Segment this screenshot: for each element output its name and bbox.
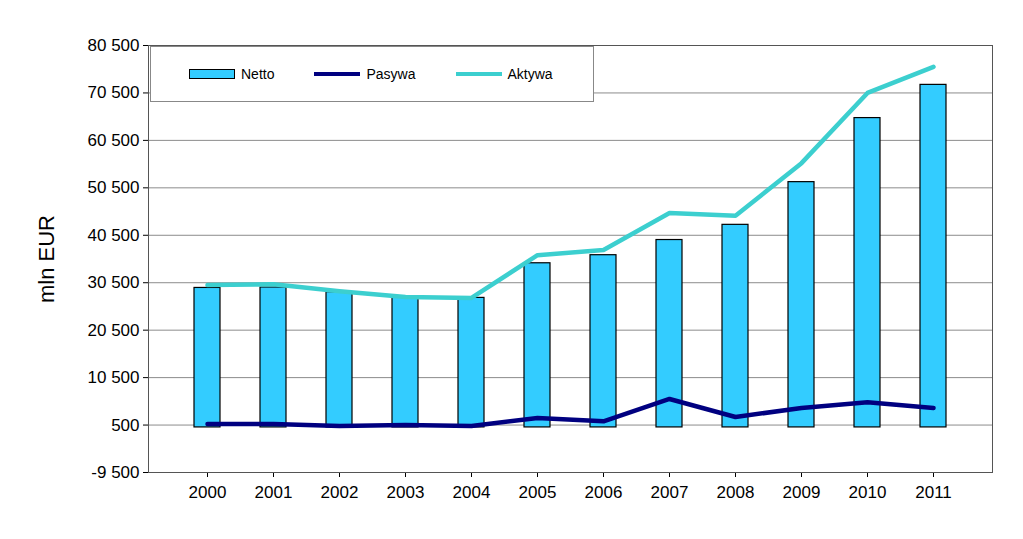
svg-text:2006: 2006 xyxy=(585,483,623,502)
svg-text:2004: 2004 xyxy=(453,483,491,502)
svg-text:2003: 2003 xyxy=(387,483,425,502)
svg-text:70 500: 70 500 xyxy=(88,83,140,102)
svg-text:2011: 2011 xyxy=(915,483,952,502)
svg-text:2005: 2005 xyxy=(519,483,557,502)
svg-text:mln EUR: mln EUR xyxy=(34,215,59,303)
html-text:Aktywa: Aktywa xyxy=(507,66,553,82)
svg-text:10 500: 10 500 xyxy=(88,368,140,387)
svg-text:2007: 2007 xyxy=(651,483,689,502)
svg-text:500: 500 xyxy=(111,415,139,434)
svg-text:2009: 2009 xyxy=(783,483,821,502)
svg-text:2010: 2010 xyxy=(849,483,887,502)
svg-text:20 500: 20 500 xyxy=(88,321,140,340)
svg-text:-9 500: -9 500 xyxy=(91,463,139,482)
svg-text:30 500: 30 500 xyxy=(88,273,140,292)
svg-text:2001: 2001 xyxy=(255,483,293,502)
svg-text:2008: 2008 xyxy=(717,483,755,502)
svg-text:2000: 2000 xyxy=(189,483,227,502)
html-text:Pasywa: Pasywa xyxy=(366,66,416,82)
svg-text:2002: 2002 xyxy=(321,483,359,502)
svg-text:50 500: 50 500 xyxy=(88,178,140,197)
svg-text:40 500: 40 500 xyxy=(88,226,140,245)
html-text:Netto: Netto xyxy=(241,66,275,82)
svg-text:60 500: 60 500 xyxy=(88,131,140,150)
svg-text:80 500: 80 500 xyxy=(88,36,140,55)
